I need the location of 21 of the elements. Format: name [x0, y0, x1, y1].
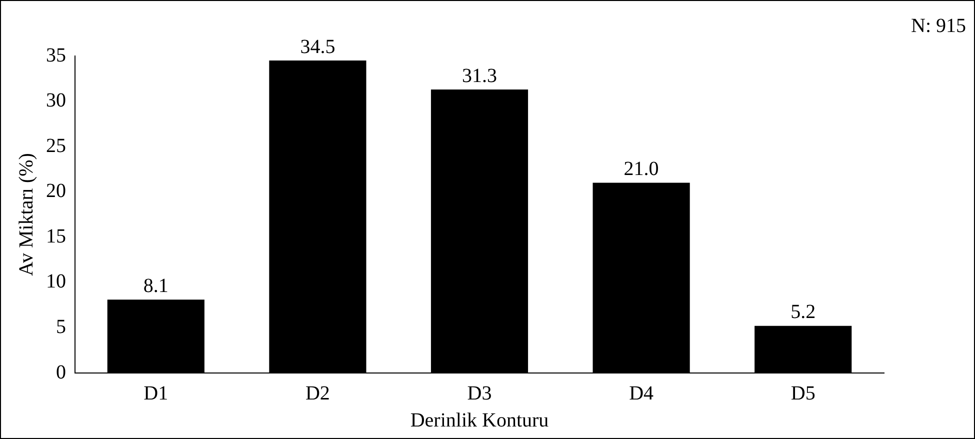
y-tick-label: 20 — [46, 180, 66, 202]
x-tick-label: D1 — [144, 382, 168, 404]
y-tick-label: 0 — [56, 361, 66, 384]
x-tick-label: D2 — [305, 382, 330, 404]
data-label: 21.0 — [624, 158, 659, 180]
y-tick-label: 25 — [46, 134, 66, 157]
y-axis-title: Av Miktarı (%) — [15, 153, 38, 276]
data-label: 5.2 — [790, 301, 816, 324]
x-tick-label: D4 — [629, 382, 654, 404]
text: N: 915 — [911, 15, 966, 38]
x-axis-title: Derinlik Konturu — [410, 409, 549, 432]
y-tick-label: 5 — [56, 316, 66, 338]
y-tick-label: 15 — [46, 225, 66, 248]
y-tick-label: 35 — [46, 44, 66, 66]
y-tick-label: 30 — [46, 90, 66, 112]
data-label: 31.3 — [462, 64, 497, 87]
data-label: 34.5 — [300, 36, 336, 58]
y-tick-label: 10 — [46, 270, 66, 293]
x-tick-label: D3 — [467, 382, 492, 404]
data-label: 8.1 — [143, 274, 168, 297]
x-tick-label: D5 — [790, 382, 816, 404]
